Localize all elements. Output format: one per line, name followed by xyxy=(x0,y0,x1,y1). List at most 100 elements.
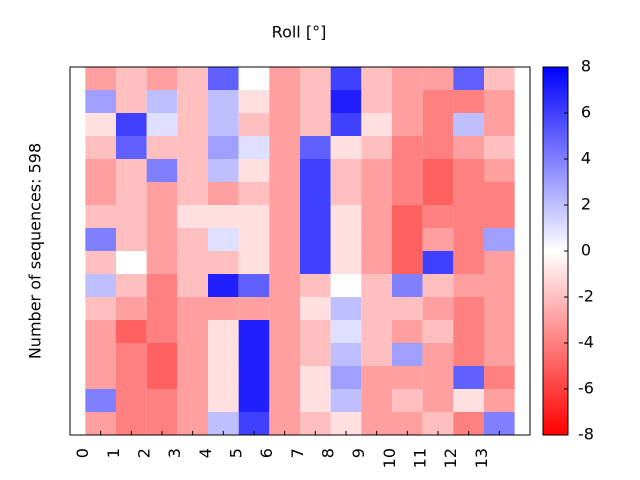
heatmap-cell xyxy=(361,113,392,137)
heatmap-cell xyxy=(361,159,392,183)
heatmap-cell xyxy=(422,159,454,183)
heatmap-cell xyxy=(85,90,116,114)
heatmap-cell xyxy=(392,251,423,275)
colorbar-tick-label: -6 xyxy=(578,379,594,398)
heatmap-cell xyxy=(422,251,454,275)
heatmap-cell xyxy=(361,320,392,344)
heatmap-cell xyxy=(146,274,178,298)
colorbar-tick-label: -8 xyxy=(578,425,594,444)
heatmap-cell xyxy=(177,90,208,114)
heatmap-cell xyxy=(208,251,239,275)
heatmap-cell xyxy=(484,113,515,137)
heatmap-cell xyxy=(238,366,270,390)
heatmap-cell xyxy=(238,274,270,298)
heatmap-cell xyxy=(361,251,392,275)
heatmap-cell xyxy=(392,366,423,390)
heatmap-cell xyxy=(238,297,270,321)
heatmap-cell xyxy=(177,251,208,275)
heatmap-cell xyxy=(330,182,362,206)
heatmap-cell xyxy=(453,90,484,114)
heatmap-cell xyxy=(361,228,392,252)
heatmap-cell xyxy=(330,67,362,91)
heatmap-cell xyxy=(177,113,208,137)
heatmap-cell xyxy=(422,90,454,114)
heatmap-cell xyxy=(269,274,300,298)
x-tick-label: 4 xyxy=(196,448,215,458)
heatmap-cell xyxy=(330,366,362,390)
heatmap-cell xyxy=(453,113,484,137)
heatmap-cell xyxy=(85,274,116,298)
heatmap-cell xyxy=(392,113,423,137)
heatmap-cell xyxy=(116,320,147,344)
heatmap-cell xyxy=(85,182,116,206)
heatmap-cell xyxy=(361,182,392,206)
heatmap-cell xyxy=(85,343,116,367)
heatmap-cell xyxy=(484,228,515,252)
heatmap-cell xyxy=(330,113,362,137)
heatmap-cell xyxy=(269,228,300,252)
heatmap-cell xyxy=(116,205,147,229)
heatmap-cell xyxy=(116,389,147,413)
heatmap-cell xyxy=(269,90,300,114)
heatmap-cell xyxy=(300,228,331,252)
heatmap-cell xyxy=(361,297,392,321)
heatmap-cell xyxy=(116,182,147,206)
colorbar-tick-label: 6 xyxy=(581,103,591,122)
x-tick-label: 8 xyxy=(319,448,338,458)
heatmap-cell xyxy=(392,343,423,367)
heatmap-cell xyxy=(116,251,147,275)
heatmap-cell xyxy=(300,274,331,298)
heatmap-cell xyxy=(392,136,423,160)
heatmap-cell xyxy=(300,182,331,206)
heatmap-cell xyxy=(116,366,147,390)
heatmap-cell xyxy=(484,297,515,321)
heatmap-cell xyxy=(146,228,178,252)
heatmap-cell xyxy=(330,159,362,183)
colorbar xyxy=(542,66,569,436)
heatmap-cell xyxy=(300,251,331,275)
heatmap-cell xyxy=(85,366,116,390)
heatmap-cell xyxy=(330,343,362,367)
heatmap-cell xyxy=(392,412,423,436)
heatmap-cell xyxy=(85,113,116,137)
heatmap-cell xyxy=(330,274,362,298)
heatmap-cell xyxy=(422,343,454,367)
heatmap-cell xyxy=(177,366,208,390)
heatmap-cell xyxy=(146,90,178,114)
heatmap-cell xyxy=(361,90,392,114)
heatmap-cell xyxy=(453,412,484,436)
heatmap-cell xyxy=(208,113,239,137)
heatmap-cell xyxy=(484,67,515,91)
heatmap-cell xyxy=(238,182,270,206)
heatmap-cell xyxy=(392,228,423,252)
heatmap-cell xyxy=(177,274,208,298)
heatmap-cell xyxy=(85,205,116,229)
x-tick-label: 7 xyxy=(288,448,307,458)
heatmap-cell xyxy=(422,297,454,321)
heatmap-cell xyxy=(422,366,454,390)
heatmap-cell xyxy=(453,274,484,298)
heatmap-cell xyxy=(238,389,270,413)
heatmap-cell xyxy=(116,136,147,160)
heatmap-cell xyxy=(177,228,208,252)
heatmap-cell xyxy=(300,67,331,91)
heatmap-cell xyxy=(177,182,208,206)
heatmap-cell xyxy=(422,228,454,252)
heatmap-cell xyxy=(85,159,116,183)
heatmap-cell xyxy=(330,412,362,436)
heatmap-cell xyxy=(392,389,423,413)
x-tick-label: 11 xyxy=(411,448,430,468)
heatmap-cell xyxy=(269,182,300,206)
heatmap-cell xyxy=(361,67,392,91)
heatmap-cell xyxy=(238,412,270,436)
heatmap-cell xyxy=(361,274,392,298)
x-tick-label: 1 xyxy=(104,448,123,458)
heatmap-cell xyxy=(146,343,178,367)
heatmap-cell xyxy=(146,320,178,344)
heatmap-cell xyxy=(269,343,300,367)
heatmap-cell xyxy=(269,67,300,91)
heatmap-cell xyxy=(422,113,454,137)
heatmap-cell xyxy=(361,412,392,436)
plot-frame xyxy=(69,66,531,436)
heatmap-cell xyxy=(484,366,515,390)
